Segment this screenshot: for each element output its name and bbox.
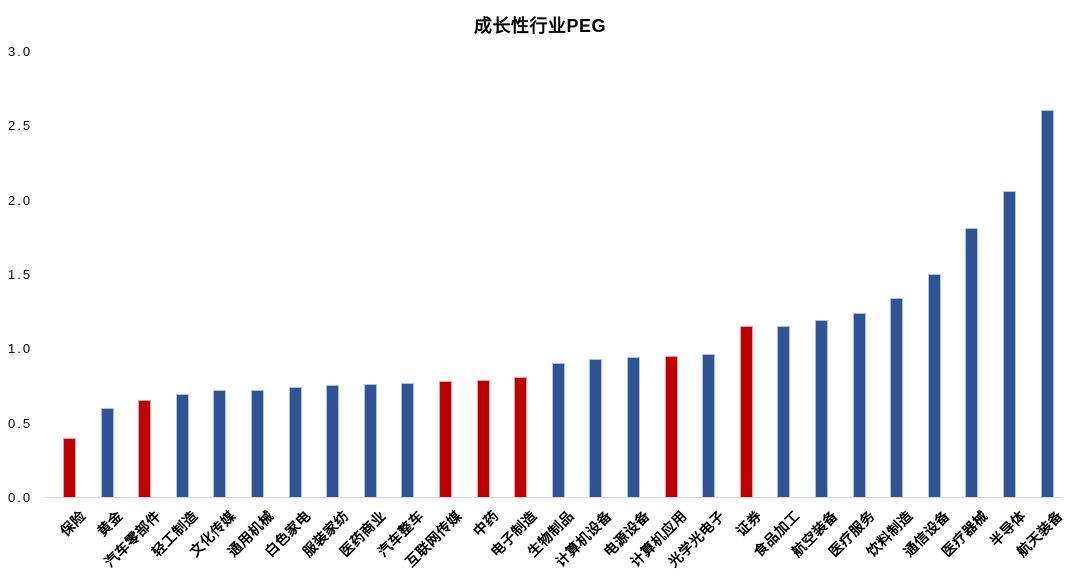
bar-互联网传媒	[439, 381, 452, 497]
bar-文化传媒	[213, 390, 226, 497]
bar-航空装备	[815, 320, 828, 497]
bar-通用机械	[251, 390, 264, 497]
y-tick-label: 1.5	[8, 267, 33, 282]
bar-饮料制造	[890, 298, 903, 497]
bar-服装家纺	[326, 385, 339, 497]
bar-汽车整车	[401, 383, 414, 497]
bar-白色家电	[289, 387, 302, 497]
bar-光学光电子	[702, 354, 715, 497]
bar-计算机应用	[665, 356, 678, 497]
bar-航天装备	[1041, 110, 1054, 497]
bar-保险	[63, 438, 76, 497]
y-tick-label: 3.0	[8, 44, 33, 59]
y-tick-label: 1.0	[8, 341, 33, 357]
bar-医疗器械	[965, 228, 978, 497]
chart-title: 成长性行业PEG	[473, 16, 606, 36]
y-tick-label: 0.5	[8, 415, 33, 431]
bar-汽车零部件	[138, 400, 151, 497]
y-tick-label: 2.0	[8, 192, 33, 208]
bar-中药	[477, 380, 490, 497]
bar-计算机设备	[589, 359, 602, 497]
y-tick-label: 0.0	[8, 490, 33, 505]
bar-证券	[740, 326, 753, 497]
bar-生物制品	[552, 363, 565, 497]
bar-食品加工	[777, 326, 790, 497]
bar-半导体	[1003, 191, 1016, 497]
bar-医疗服务	[853, 313, 866, 497]
bar-轻工制造	[176, 394, 189, 497]
bar-黄金	[101, 408, 114, 497]
bar-电源设备	[627, 357, 640, 497]
bar-通信设备	[928, 274, 941, 497]
x-axis-line	[45, 497, 1063, 498]
bar-电子制造	[514, 377, 527, 497]
bar-医药商业	[364, 384, 377, 497]
y-tick-label: 2.5	[8, 118, 33, 134]
